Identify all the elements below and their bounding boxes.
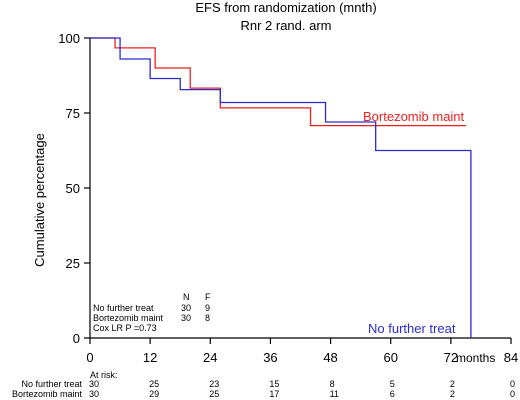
stats-test: Cox LR P =0.73 [93,323,157,333]
x-tick-label: 60 [383,350,397,365]
stats-header-f: F [205,292,211,302]
x-tick-label: 72 [444,350,458,365]
at-risk-value: 25 [209,389,219,399]
at-risk-row-label: No further treat [21,379,82,389]
at-risk-row-label: Bortezomib maint [12,389,83,399]
x-tick-label: 12 [143,350,157,365]
y-tick-label: 0 [73,331,80,346]
x-tick-label: 48 [323,350,337,365]
stats-row-n: 30 [181,303,191,313]
at-risk-value: 23 [209,379,219,389]
at-risk-value: 25 [149,379,159,389]
chart-title: EFS from randomization (mnth) [195,0,376,15]
series-label-bortezomib: Bortezomib maint [363,109,465,124]
at-risk-table: At risk: No further treat Bortezomib mai… [12,370,118,399]
at-risk-value: 29 [149,389,159,399]
curve-no-further-treat [90,37,472,338]
x-tick-label: 84 [504,350,518,365]
y-ticks: 0 25 50 75 100 [58,31,90,346]
x-tick-label: 24 [203,350,217,365]
at-risk-value: 17 [269,389,279,399]
at-risk-value: 0 [510,379,515,389]
series-label-no-further-treat: No further treat [368,321,456,336]
at-risk-value: 15 [269,379,279,389]
y-tick-label: 100 [58,31,80,46]
axes [89,38,511,339]
x-tick-label: 36 [263,350,277,365]
at-risk-title: At risk: [90,370,118,380]
at-risk-value: 6 [390,389,395,399]
stats-row-f: 9 [205,303,210,313]
y-tick-label: 50 [66,181,80,196]
at-risk-value: 11 [330,389,339,399]
x-tick-label: 0 [86,350,93,365]
at-risk-value: 5 [390,379,395,389]
at-risk-value: 30 [89,379,99,389]
stats-row-label: No further treat [93,303,154,313]
stats-header-n: N [183,292,190,302]
at-risk-value: 30 [89,389,99,399]
at-risk-value: 2 [450,379,455,389]
x-ticks: 0 12 24 36 48 60 72 84 [86,338,518,365]
at-risk-values: 30 25 23 15 8 5 2 030 29 25 17 11 6 2 0 [89,379,515,399]
survival-curves [90,37,472,338]
stats-row-n: 30 [181,313,191,323]
curve-bortezomib-maint [90,37,466,127]
y-axis-label: Cumulative percentage [32,133,47,267]
y-tick-label: 75 [66,106,80,121]
y-tick-label: 25 [66,256,80,271]
stats-table: N F No further treat 30 9 Bortezomib mai… [93,292,211,333]
at-risk-value: 8 [330,379,335,389]
x-axis-label: months [456,351,495,365]
at-risk-value: 0 [510,389,515,399]
stats-row-f: 8 [205,313,210,323]
stats-row-label: Bortezomib maint [93,313,164,323]
at-risk-value: 2 [450,389,455,399]
chart-subtitle: Rnr 2 rand. arm [240,18,331,33]
